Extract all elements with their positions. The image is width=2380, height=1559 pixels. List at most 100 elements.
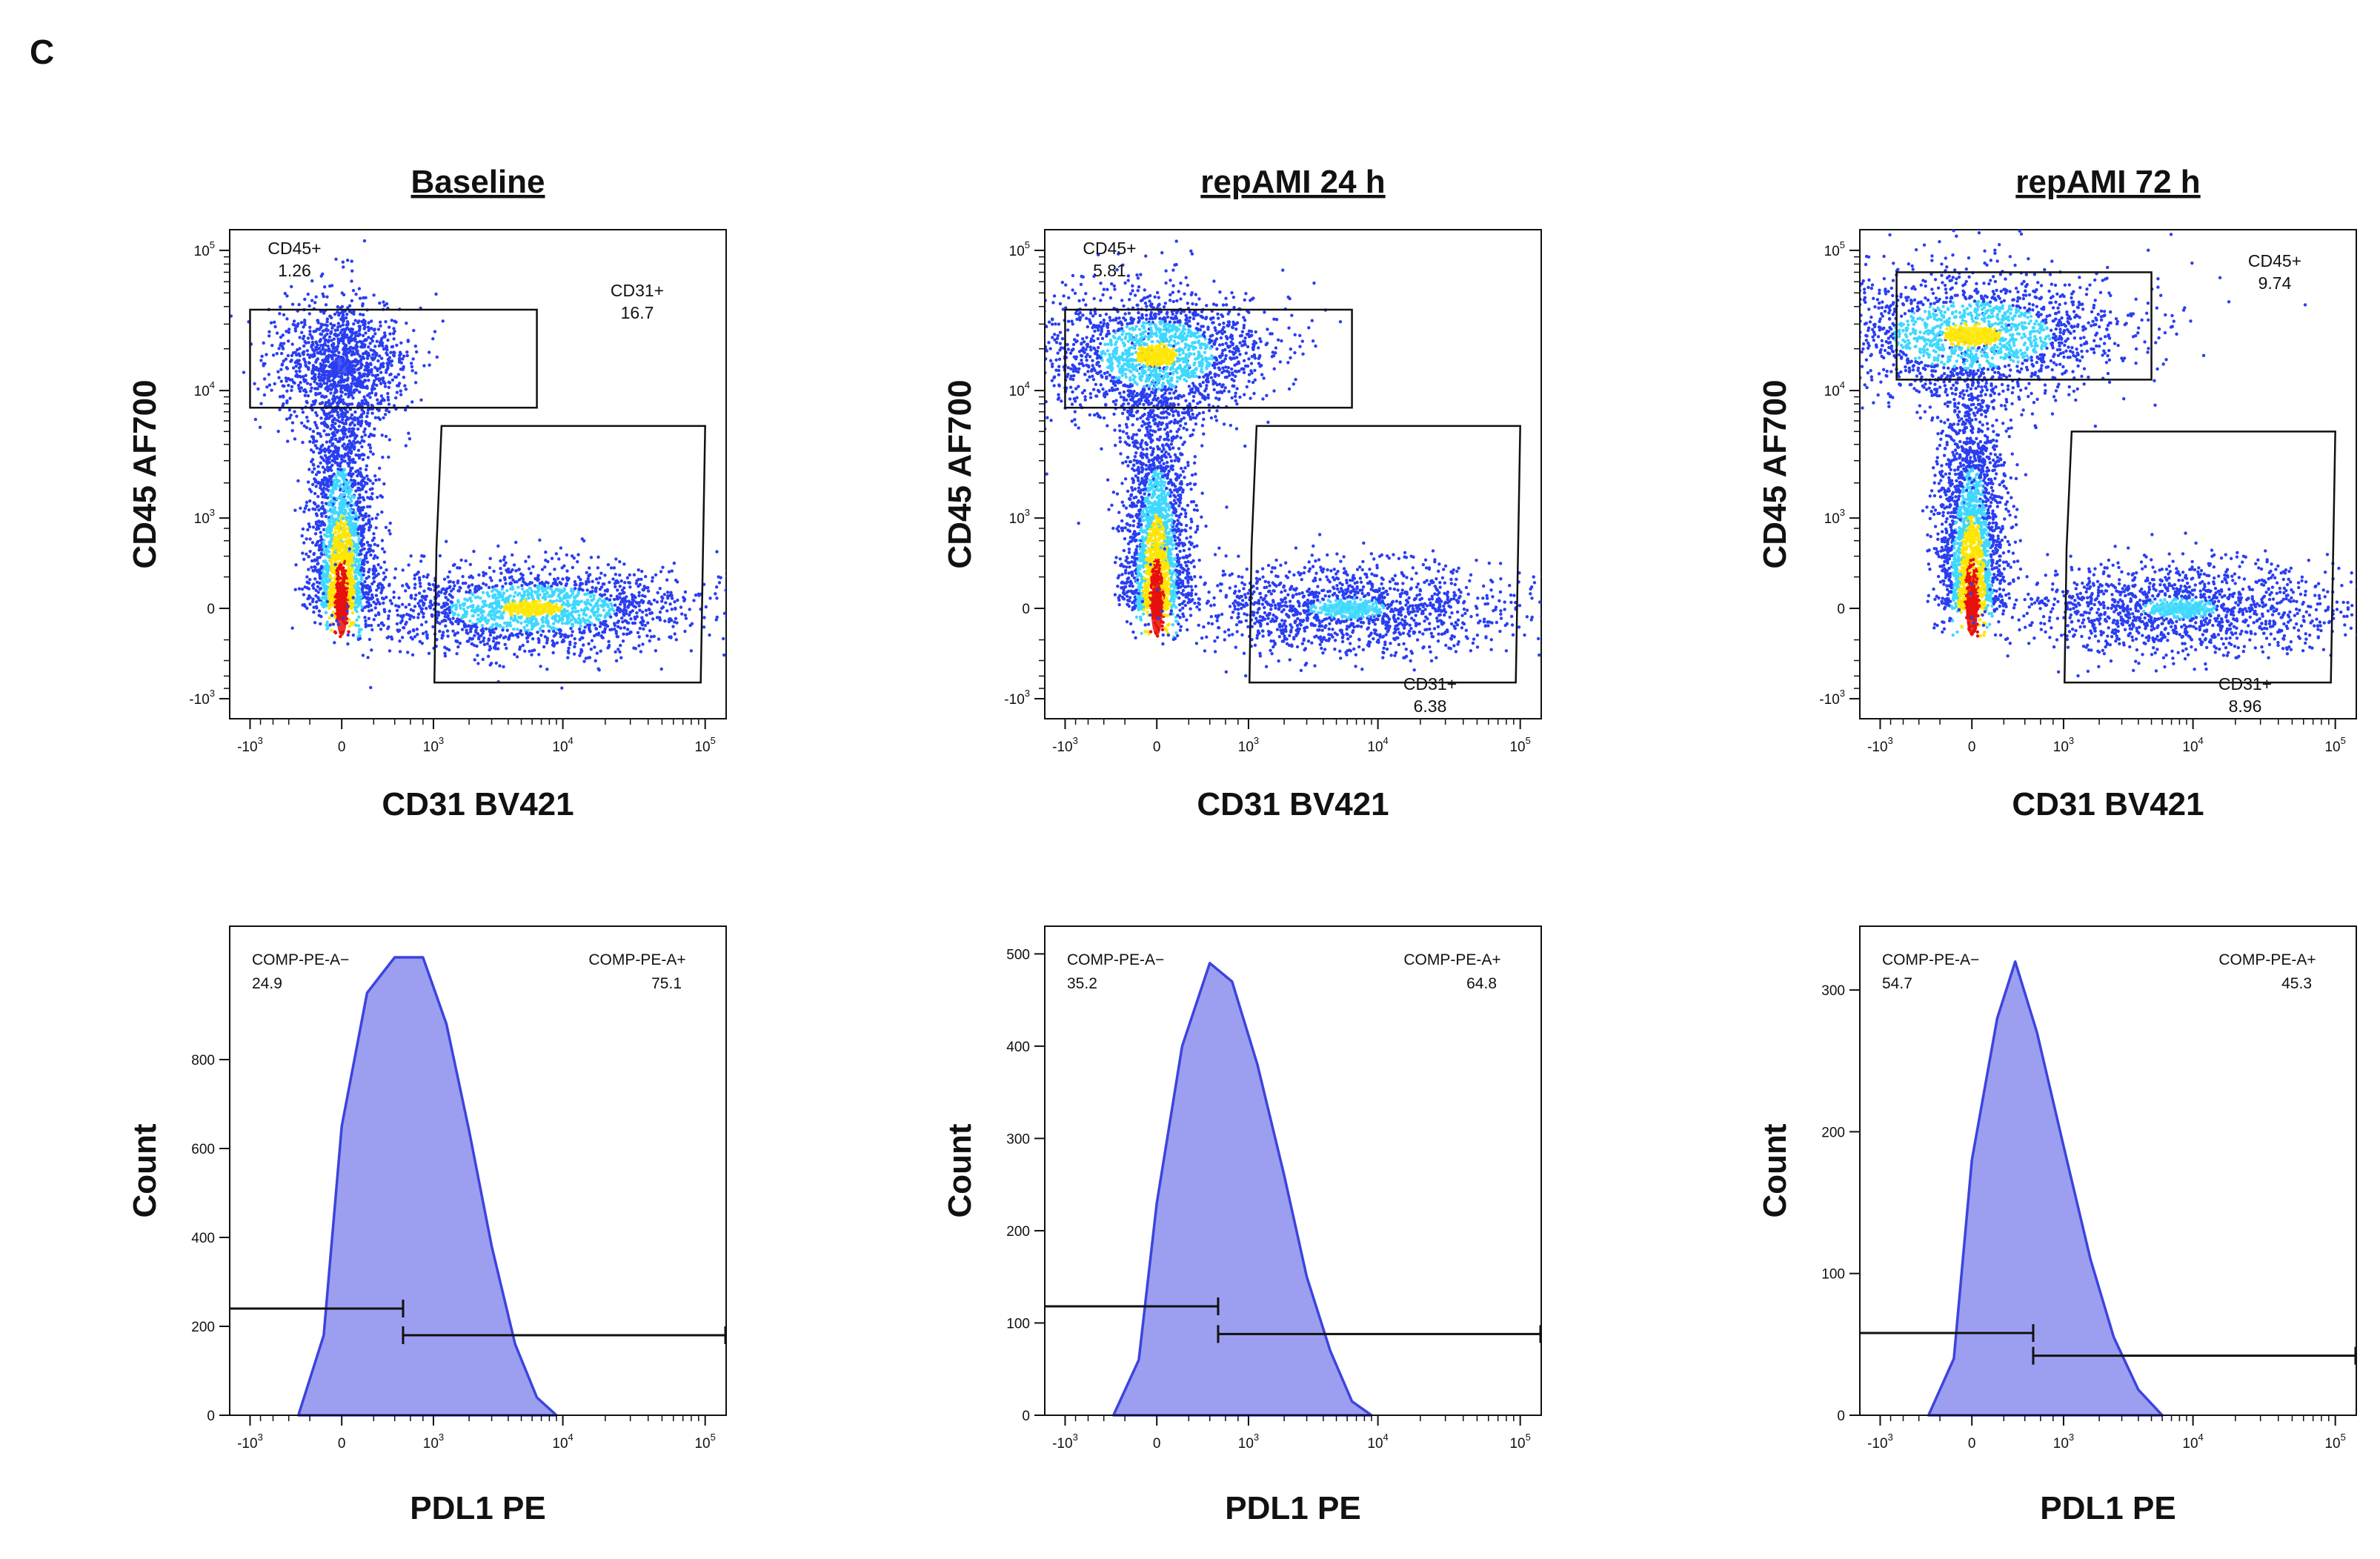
event-dot [322, 479, 326, 482]
event-dot [333, 536, 337, 539]
event-dot [348, 423, 352, 427]
event-dot [353, 532, 357, 536]
event-dot [500, 598, 505, 602]
event-dot [324, 514, 328, 519]
event-dot [350, 499, 353, 503]
event-dot [320, 538, 324, 542]
event-dot [352, 427, 356, 431]
event-dot [367, 514, 371, 518]
event-dot [421, 631, 425, 636]
event-dot [464, 581, 468, 585]
event-dot [478, 619, 482, 623]
event-dot [524, 559, 528, 563]
event-dot [496, 599, 501, 603]
event-dot [353, 479, 357, 483]
event-dot [661, 596, 665, 600]
event-dot [366, 411, 370, 415]
event-dot [401, 584, 405, 588]
event-dot [278, 395, 282, 399]
event-dot [531, 596, 534, 599]
event-dot [382, 331, 387, 335]
event-dot [393, 375, 397, 379]
event-dot [642, 599, 645, 604]
event-dot [537, 638, 541, 642]
event-dot [370, 596, 374, 600]
event-dot [501, 628, 505, 632]
event-dot [445, 539, 448, 543]
event-dot [368, 446, 373, 450]
event-dot [319, 576, 322, 580]
event-dot [352, 588, 356, 592]
event-dot [296, 375, 299, 379]
event-dot [350, 279, 353, 283]
event-dot [367, 570, 370, 574]
event-dot [341, 323, 345, 327]
event-dot [390, 602, 393, 605]
event-dot [315, 368, 319, 372]
event-dot [287, 408, 292, 412]
event-dot [668, 602, 672, 606]
event-dot [296, 384, 301, 388]
event-dot [356, 422, 360, 426]
event-dot [733, 594, 736, 596]
event-dot [544, 616, 548, 621]
event-dot [318, 391, 322, 395]
event-dot [299, 506, 302, 511]
event-dot [290, 353, 294, 358]
event-dot [400, 636, 405, 639]
event-dot [331, 442, 335, 446]
event-dot [307, 522, 311, 526]
event-dot [428, 582, 432, 587]
event-dot [314, 393, 318, 396]
event-dot [574, 642, 577, 645]
event-dot [629, 617, 633, 621]
event-dot [306, 336, 310, 340]
event-dot [510, 575, 513, 579]
event-dot [316, 350, 319, 355]
event-dot [319, 382, 322, 385]
event-dot [448, 579, 452, 584]
event-dot [581, 588, 585, 592]
population-peak [336, 596, 348, 621]
event-dot [356, 349, 359, 353]
event-dot [316, 562, 320, 565]
event-dot [360, 439, 364, 442]
event-dot [311, 482, 315, 486]
event-dot [382, 623, 385, 627]
event-dot [577, 614, 581, 617]
event-dot [290, 428, 294, 433]
event-dot [461, 574, 465, 579]
event-dot [293, 329, 298, 333]
event-dot [327, 445, 331, 449]
event-dot [313, 421, 317, 425]
event-dot [547, 629, 551, 633]
event-dot [721, 636, 725, 641]
event-dot [345, 259, 350, 262]
event-dot [383, 382, 387, 385]
event-dot [530, 632, 533, 636]
event-dot [355, 340, 359, 345]
event-dot [387, 380, 390, 385]
event-dot [290, 342, 294, 346]
event-dot [333, 615, 337, 619]
event-dot [362, 524, 366, 528]
event-dot [259, 402, 263, 405]
event-dot [453, 632, 457, 636]
event-dot [379, 382, 383, 385]
event-dot [444, 624, 448, 628]
event-dot [587, 574, 591, 578]
event-dot [613, 603, 617, 607]
event-dot [332, 337, 336, 341]
event-dot [451, 563, 456, 568]
event-dot [739, 539, 742, 542]
event-dot [628, 601, 632, 605]
event-dot [601, 582, 605, 586]
event-dot [385, 636, 389, 639]
event-dot [397, 596, 401, 600]
event-dot [625, 632, 629, 636]
event-dot [330, 614, 334, 617]
event-dot [368, 521, 371, 525]
event-dot [350, 472, 353, 476]
event-dot [321, 578, 325, 582]
event-dot [616, 605, 620, 610]
